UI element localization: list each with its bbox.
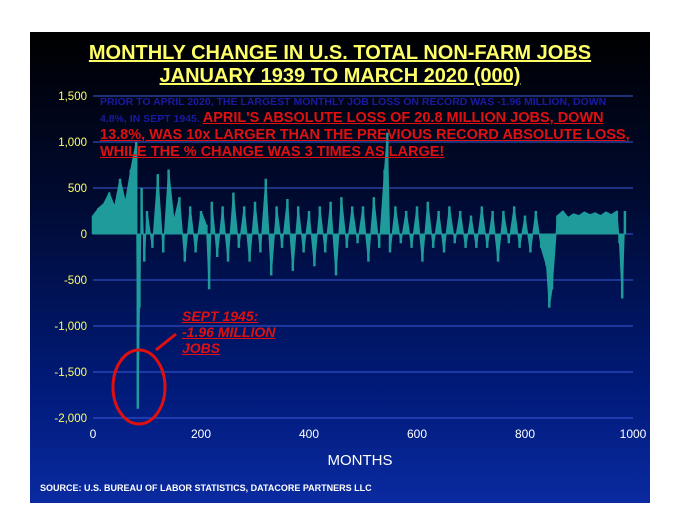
y-tick-label: -1,500: [54, 367, 87, 379]
sept-label-line2: -1.96 MILLION: [182, 324, 276, 340]
chart-title: MONTHLY CHANGE IN U.S. TOTAL NON-FARM JO…: [88, 42, 592, 64]
x-tick-label: 800: [515, 427, 535, 441]
grid-lines: [93, 95, 633, 419]
x-tick-label: 1000: [620, 427, 647, 441]
sept-1945-pointer: [155, 332, 177, 352]
y-tick-label: -1,000: [54, 321, 87, 333]
x-tick-labels: 0 200 400 600 800 1000: [90, 427, 647, 441]
y-tick-label: 500: [68, 183, 87, 195]
y-tick-label: 0: [81, 229, 87, 241]
note-intro: PRIOR TO APRIL 2020, THE LARGEST MONTHLY…: [100, 96, 607, 125]
sept-1945-circle: [111, 348, 167, 426]
note-highlight: APRIL'S ABSOLUTE LOSS OF 20.8 MILLION JO…: [100, 110, 630, 160]
y-tick-label: -500: [64, 275, 87, 287]
chart-subtitle: JANUARY 1939 TO MARCH 2020 (000): [159, 65, 521, 87]
y-tick-label: 1,000: [58, 137, 87, 149]
x-axis-label: MONTHS: [327, 452, 393, 469]
source-note: SOURCE: U.S. BUREAU OF LABOR STATISTICS,…: [40, 483, 372, 493]
chart-plot: 1,500 1,000 500 0 -500 -1,000 -1,500 -2,000 0 20…: [54, 91, 647, 441]
x-tick-label: 200: [191, 427, 211, 441]
y-tick-labels: 1,500 1,000 500 0 -500 -1,000 -1,500 -2,000: [54, 91, 87, 425]
x-tick-label: 600: [407, 427, 427, 441]
sept-label-line3: JOBS: [182, 340, 221, 356]
bar-area: [92, 132, 626, 409]
chart-slide: MONTHLY CHANGE IN U.S. TOTAL NON-FARM JO…: [30, 32, 650, 503]
x-tick-label: 0: [90, 427, 97, 441]
x-tick-label: 400: [299, 427, 319, 441]
bars: [91, 132, 627, 409]
sept-1945-label: SEPT 1945: -1.96 MILLION JOBS: [182, 308, 275, 356]
note-box: PRIOR TO APRIL 2020, THE LARGEST MONTHLY…: [100, 94, 634, 161]
sept-label-line1: SEPT 1945:: [182, 308, 259, 324]
y-tick-label: -2,000: [54, 413, 87, 425]
y-tick-label: 1,500: [58, 91, 87, 103]
